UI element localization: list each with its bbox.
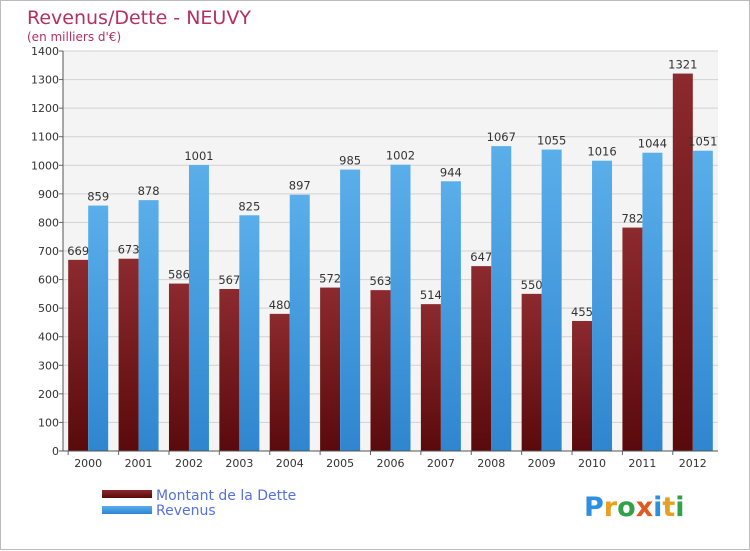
- y-tick-1300: 1300: [31, 74, 59, 87]
- bar-debt-2003: [219, 289, 240, 451]
- chart-title: Revenus/Dette - NEUVY: [27, 7, 251, 29]
- bar-revenus-2002: [188, 165, 209, 451]
- bar-debt-2004: [269, 313, 290, 451]
- bar-debt-2005: [320, 287, 341, 451]
- bar-revenus-2001: [138, 200, 159, 451]
- x-tick-2008: 2008: [477, 457, 505, 470]
- x-tick-2002: 2002: [175, 457, 203, 470]
- logo-letter-p: P: [584, 492, 604, 523]
- bar-revenus-2004: [289, 194, 310, 451]
- y-tick-900: 900: [38, 188, 59, 201]
- data-label-revenus-2006: 1002: [386, 149, 415, 163]
- x-tick-2005: 2005: [326, 457, 354, 470]
- legend-swatch-revenus: [102, 506, 152, 514]
- x-tick-2007: 2007: [427, 457, 455, 470]
- data-label-debt-2012: 1321: [668, 58, 697, 72]
- data-label-debt-2006: 563: [370, 274, 392, 288]
- y-tick-700: 700: [38, 245, 59, 258]
- y-tick-600: 600: [38, 274, 59, 287]
- x-tick-2004: 2004: [276, 457, 304, 470]
- data-label-debt-2004: 480: [269, 298, 291, 312]
- data-label-revenus-2010: 1016: [587, 145, 616, 159]
- data-label-debt-2011: 782: [621, 212, 643, 226]
- bar-revenus-2010: [592, 160, 613, 451]
- data-label-revenus-2003: 825: [238, 199, 260, 213]
- data-label-revenus-2000: 859: [87, 190, 109, 204]
- data-label-debt-2010: 455: [571, 305, 593, 319]
- bar-debt-2000: [68, 259, 89, 451]
- y-tick-400: 400: [38, 331, 59, 344]
- legend-swatch-debt: [102, 490, 152, 498]
- data-label-revenus-2008: 1067: [487, 130, 516, 144]
- bar-revenus-2005: [340, 169, 361, 452]
- bar-debt-2002: [168, 283, 189, 451]
- legend: Montant de la Dette Revenus: [102, 488, 296, 519]
- x-tick-2009: 2009: [528, 457, 556, 470]
- y-tick-1400: 1400: [31, 45, 59, 58]
- logo-letter-i: i: [653, 492, 662, 523]
- bar-revenus-2006: [390, 164, 411, 451]
- data-label-debt-2005: 572: [319, 272, 341, 286]
- bar-debt-2012: [672, 73, 693, 452]
- data-label-debt-2003: 567: [218, 273, 240, 287]
- legend-label-debt: Montant de la Dette: [156, 488, 296, 504]
- data-label-revenus-2005: 985: [339, 154, 361, 168]
- x-tick-2000: 2000: [74, 457, 102, 470]
- x-tick-2010: 2010: [578, 457, 606, 470]
- data-label-revenus-2004: 897: [289, 179, 311, 193]
- y-tick-800: 800: [38, 216, 59, 229]
- y-tick-300: 300: [38, 359, 59, 372]
- plot-area: 0 100 200 300 400 500 600 700 800 900 1000 1100 1200…: [31, 45, 718, 470]
- bar-debt-2011: [622, 227, 643, 451]
- x-tick-2001: 2001: [125, 457, 153, 470]
- x-tick-2003: 2003: [225, 457, 253, 470]
- bar-revenus-2008: [491, 146, 512, 451]
- data-label-revenus-2011: 1044: [638, 137, 667, 151]
- y-tick-500: 500: [38, 302, 59, 315]
- y-tick-100: 100: [38, 416, 59, 429]
- y-tick-1100: 1100: [31, 131, 59, 144]
- bar-debt-2008: [471, 266, 492, 451]
- proxiti-logo: Proxiti: [584, 492, 685, 523]
- x-tick-2012: 2012: [679, 457, 707, 470]
- data-label-revenus-2007: 944: [440, 165, 462, 179]
- x-tick-2006: 2006: [377, 457, 405, 470]
- y-tick-1200: 1200: [31, 102, 59, 115]
- data-label-revenus-2009: 1055: [537, 134, 566, 148]
- data-label-debt-2000: 669: [67, 244, 89, 258]
- bar-debt-2009: [521, 293, 542, 451]
- bar-debt-2001: [118, 258, 139, 451]
- bar-debt-2006: [370, 290, 391, 451]
- data-label-debt-2002: 586: [168, 268, 190, 282]
- data-label-revenus-2002: 1001: [184, 149, 213, 163]
- bar-revenus-2012: [692, 150, 713, 451]
- logo-letter-x: x: [636, 492, 653, 523]
- logo-letter-t: t: [662, 492, 675, 523]
- chart-subtitle: (en milliers d'€): [27, 30, 121, 44]
- data-label-debt-2009: 550: [521, 278, 543, 292]
- data-label-revenus-2012: 1051: [688, 135, 717, 149]
- x-tick-2011: 2011: [628, 457, 656, 470]
- bar-debt-2007: [420, 304, 441, 451]
- y-tick-200: 200: [38, 388, 59, 401]
- logo-letter-r: r: [604, 492, 618, 523]
- bar-revenus-2011: [642, 152, 663, 451]
- legend-label-revenus: Revenus: [156, 503, 216, 519]
- data-label-debt-2008: 647: [470, 250, 492, 264]
- bar-revenus-2000: [88, 205, 109, 451]
- bar-revenus-2009: [541, 149, 562, 452]
- bar-debt-2010: [572, 321, 593, 451]
- y-tick-0: 0: [52, 445, 59, 458]
- data-label-debt-2007: 514: [420, 288, 442, 302]
- bar-revenus-2003: [239, 215, 260, 451]
- bar-revenus-2007: [440, 181, 461, 452]
- logo-letter-o: o: [617, 492, 636, 523]
- data-label-debt-2001: 673: [118, 243, 140, 257]
- y-tick-1000: 1000: [31, 159, 59, 172]
- data-label-revenus-2001: 878: [138, 184, 160, 198]
- logo-letter-i2: i: [675, 492, 684, 523]
